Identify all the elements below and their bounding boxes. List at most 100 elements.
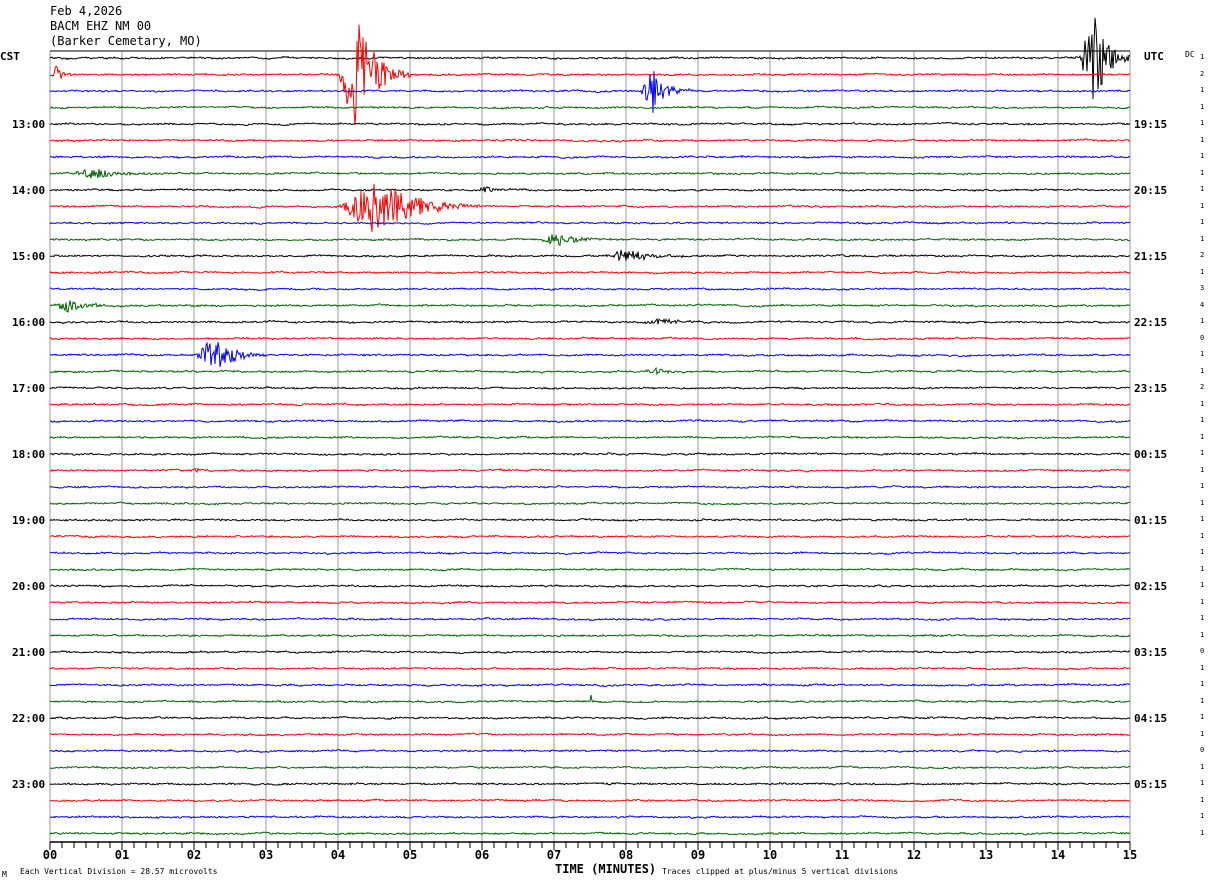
seismic-trace [49,715,1131,721]
left-hour-label: 13:00 [12,118,46,131]
left-hour-label: 14:00 [12,184,46,197]
seismic-trace [49,517,1131,522]
left-hour-label: 16:00 [12,316,46,329]
x-tick-label: 01 [115,848,129,862]
dc-offset-value: 1 [1200,564,1205,573]
left-hour-label: 15:00 [12,250,46,263]
dc-offset-value: 1 [1200,779,1205,787]
left-hour-label: 21:00 [12,646,46,659]
dc-offset-value: 1 [1200,449,1205,457]
dc-offset-value: 1 [1200,482,1205,490]
seismic-trace [49,234,1131,247]
header-location: (Barker Cemetary, MO) [50,34,202,48]
left-hour-label: 20:00 [12,580,46,593]
header-date: Feb 4,2026 [50,4,123,18]
left-hour-label: 17:00 [12,382,46,395]
dc-offset-value: 2 [1200,383,1205,391]
dc-offset-value: 1 [1200,168,1205,177]
dc-offset-value: 1 [1200,267,1205,276]
seismic-trace [49,616,1130,622]
seismic-trace [49,467,1131,474]
seismic-trace [49,121,1131,127]
right-hour-label: 05:15 [1134,778,1168,791]
dc-offset-value: 1 [1200,515,1205,523]
seismic-trace [49,418,1131,424]
seismic-trace [49,600,1130,605]
x-tick-label: 10 [763,848,777,862]
dc-offset-value: 1 [1200,366,1205,375]
dc-offset-value: 1 [1200,828,1205,837]
dc-offset-value: 1 [1200,762,1205,771]
dc-offset-value: 1 [1200,795,1205,804]
seismic-trace [49,17,1131,100]
seismic-trace [49,694,1131,704]
x-tick-label: 07 [547,848,561,862]
dc-offset-value: 1 [1200,812,1205,820]
seismic-trace [49,138,1131,143]
dc-offset-value: 1 [1200,548,1205,556]
dc-offset-value: 4 [1200,300,1205,309]
dc-offset-value: 2 [1200,69,1205,78]
seismic-trace [49,186,1130,193]
seismic-trace [49,831,1131,836]
dc-offset-value: 1 [1200,135,1205,144]
dc-offset-value: 1 [1200,185,1205,193]
dc-offset-value: 0 [1200,647,1205,655]
dc-offset-value: 1 [1200,680,1205,688]
dc-offset-value: 1 [1200,399,1205,408]
seismic-trace [49,270,1131,275]
x-tick-label: 12 [907,848,921,862]
seismic-trace [49,24,1131,126]
left-hour-label: 23:00 [12,778,46,791]
x-tick-label: 03 [259,848,273,862]
dc-offset-value: 0 [1200,746,1205,754]
dc-offset-value: 1 [1200,234,1205,243]
seismic-trace [49,633,1131,638]
left-timezone: CST [0,50,20,63]
seismic-trace [49,435,1131,440]
dc-offset-value: 1 [1200,729,1205,738]
x-tick-label: 05 [403,848,417,862]
x-tick-label: 15 [1123,848,1137,862]
seismic-trace [49,366,1131,376]
dc-offset-value: 1 [1200,152,1205,160]
seismic-trace [49,534,1131,539]
seismic-trace [49,798,1131,803]
dc-offset-value: 1 [1200,531,1205,540]
x-tick-label: 11 [835,848,849,862]
x-tick-label: 04 [331,848,345,862]
seismic-trace [49,485,1131,489]
dc-offset-value: 3 [1200,284,1205,292]
right-hour-label: 02:15 [1134,580,1168,593]
dc-offset-value: 1 [1200,201,1205,210]
seismic-trace [49,249,1131,262]
dc-offset-value: 1 [1200,663,1205,672]
seismic-trace [49,154,1131,160]
right-hour-label: 21:15 [1134,250,1168,263]
x-tick-label: 00 [43,848,57,862]
seismic-trace [49,183,1131,232]
seismic-trace [49,385,1131,391]
left-hour-label: 19:00 [12,514,46,527]
dc-offset-value: 0 [1200,333,1205,342]
seismic-trace [49,732,1131,737]
seismic-trace [49,666,1131,671]
dc-label: DC [1185,50,1195,59]
dc-offset-value: 1 [1200,630,1205,639]
dc-offset-value: 1 [1200,713,1205,721]
dc-offset-value: 1 [1200,102,1205,111]
seismic-trace [49,748,1131,754]
seismic-trace [49,336,1131,341]
seismic-trace [49,682,1131,688]
seismic-trace [49,341,1131,368]
seismic-trace [49,105,1131,110]
x-tick-label: 06 [475,848,489,862]
right-hour-label: 01:15 [1134,514,1168,527]
seismic-trace [49,551,1131,556]
left-hour-label: 18:00 [12,448,46,461]
x-axis-label: TIME (MINUTES) [555,862,657,876]
dc-offset-value: 2 [1200,251,1205,259]
seismic-trace [49,71,1131,113]
seismic-trace [49,402,1131,407]
